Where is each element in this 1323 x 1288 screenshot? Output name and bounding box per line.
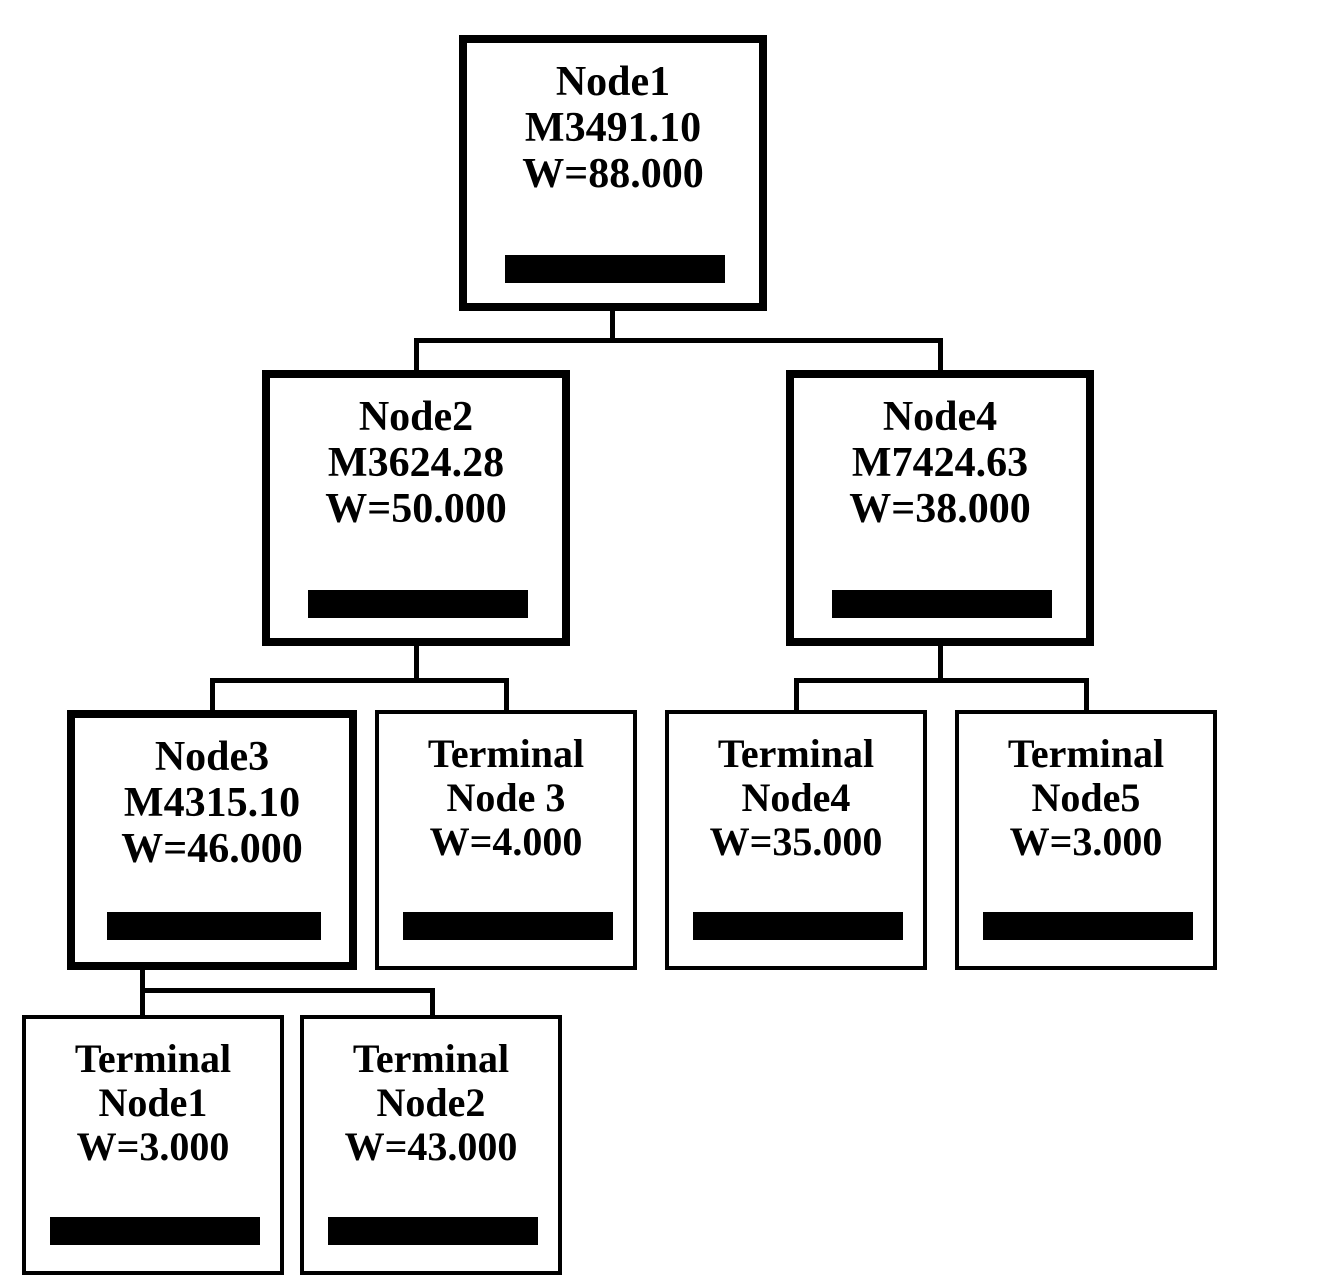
node-label-line: Terminal: [959, 732, 1213, 776]
tree-edge: [938, 338, 943, 370]
node-label-line: Node1: [26, 1081, 280, 1125]
node-label-line: M4315.10: [75, 780, 349, 826]
node-label-line: M3491.10: [467, 105, 759, 151]
tree-diagram: Node1M3491.10W=88.000Node2M3624.28W=50.0…: [0, 0, 1323, 1288]
tree-edge: [938, 646, 943, 678]
tree-edge: [140, 988, 435, 993]
tree-edge: [504, 678, 509, 710]
node-bar: [107, 912, 321, 940]
tree-edge: [430, 988, 435, 1015]
node-label-line: Node2: [270, 394, 562, 440]
tree-edge: [140, 970, 145, 990]
node-label-line: W=35.000: [669, 820, 923, 864]
tree-edge: [794, 678, 799, 710]
node-label-line: Node5: [959, 776, 1213, 820]
node-bar: [832, 590, 1052, 618]
tree-edge: [210, 678, 215, 710]
node-label-line: W=88.000: [467, 151, 759, 197]
node-label-line: Terminal: [304, 1037, 558, 1081]
tree-edge: [140, 988, 145, 1015]
node-bar: [693, 912, 903, 940]
node-label-line: W=50.000: [270, 486, 562, 532]
node-label-line: W=43.000: [304, 1125, 558, 1169]
node-label-line: Terminal: [379, 732, 633, 776]
node-bar: [308, 590, 528, 618]
node-label-line: W=3.000: [959, 820, 1213, 864]
node-label-line: Terminal: [26, 1037, 280, 1081]
node-label-line: M7424.63: [794, 440, 1086, 486]
tree-edge: [610, 311, 615, 340]
node-label-line: M3624.28: [270, 440, 562, 486]
tree-edge: [210, 678, 508, 683]
node-label-line: Node4: [794, 394, 1086, 440]
node-label-line: Node4: [669, 776, 923, 820]
tree-edge: [1084, 678, 1089, 710]
node-label-line: Node 3: [379, 776, 633, 820]
node-label-line: Terminal: [669, 732, 923, 776]
tree-edge: [414, 338, 943, 343]
tree-edge: [414, 338, 419, 370]
node-label-line: Node2: [304, 1081, 558, 1125]
node-label-line: W=46.000: [75, 826, 349, 872]
tree-edge: [794, 678, 1088, 683]
node-bar: [403, 912, 613, 940]
node-bar: [50, 1217, 260, 1245]
node-bar: [983, 912, 1193, 940]
node-label-line: W=38.000: [794, 486, 1086, 532]
node-label-line: Node1: [467, 59, 759, 105]
node-bar: [328, 1217, 538, 1245]
tree-edge: [414, 646, 419, 678]
node-label-line: Node3: [75, 734, 349, 780]
node-label-line: W=4.000: [379, 820, 633, 864]
node-bar: [505, 255, 725, 283]
node-label-line: W=3.000: [26, 1125, 280, 1169]
